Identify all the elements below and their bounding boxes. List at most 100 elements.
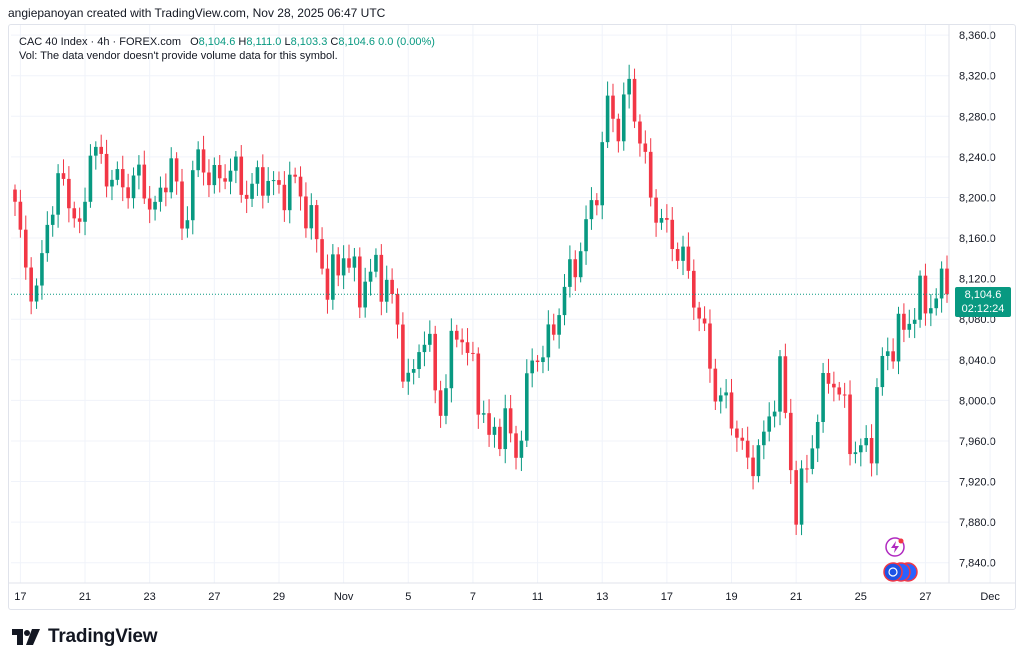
brand-footer[interactable]: TradingView xyxy=(12,626,158,648)
candle-body xyxy=(735,428,739,438)
candle-body xyxy=(648,151,653,198)
chart-credit: angiepanoyan created with TradingView.co… xyxy=(8,6,386,20)
candle-body xyxy=(137,164,141,176)
candle-body xyxy=(293,174,297,177)
candle-body xyxy=(142,164,147,199)
candle-body xyxy=(277,180,281,185)
candle-body xyxy=(891,351,895,362)
candle-body xyxy=(691,270,696,308)
candle-body xyxy=(99,146,103,154)
candle-body xyxy=(395,293,400,325)
x-tick-label: Nov xyxy=(334,591,354,603)
candle-body xyxy=(589,200,594,220)
high-value: 8,111.0 xyxy=(246,36,282,48)
candle-body xyxy=(498,426,502,450)
candle-body xyxy=(708,323,712,369)
low-value: 8,103.3 xyxy=(290,36,328,48)
candle-body xyxy=(541,357,545,363)
candle-body xyxy=(530,360,534,374)
legend-symbol[interactable]: CAC 40 Index · 4h · FOREX.com xyxy=(19,36,181,48)
candle-body xyxy=(428,333,432,345)
candle-body xyxy=(325,268,330,300)
candle-body xyxy=(217,165,222,179)
candle-body xyxy=(600,142,605,206)
candle-body xyxy=(762,431,766,446)
candle-body xyxy=(153,201,157,210)
candle-body xyxy=(848,394,852,455)
candle-body xyxy=(438,390,443,416)
candle-body xyxy=(826,372,831,384)
candle-body xyxy=(104,153,109,187)
y-tick-label: 7,840.0 xyxy=(959,558,996,570)
candle-body xyxy=(234,156,238,171)
candle-body xyxy=(201,149,206,173)
candle-body xyxy=(115,169,120,180)
candle-body xyxy=(670,219,675,250)
candle-body xyxy=(266,180,271,196)
candle-body xyxy=(411,369,416,373)
y-tick-label: 8,000.0 xyxy=(959,395,996,407)
candle-body xyxy=(907,323,912,330)
candle-body xyxy=(180,181,184,229)
candle-body xyxy=(562,286,567,316)
x-tick-label: Dec xyxy=(980,591,1000,603)
candle-body xyxy=(147,198,152,210)
candle-body xyxy=(853,452,858,455)
candle-body xyxy=(271,180,276,182)
y-tick-label: 8,080.0 xyxy=(959,314,996,326)
candle-body xyxy=(535,360,540,363)
candle-body xyxy=(783,356,788,413)
candlestick-chart[interactable]: 8,360.0 8,320.0 8,280.0 8,240.0 8,200.0 8,160… xyxy=(9,25,1016,610)
x-tick-label: 27 xyxy=(919,591,931,603)
chart-frame[interactable]: 8,360.0 8,320.0 8,280.0 8,240.0 8,200.0 8,160… xyxy=(8,24,1016,610)
candle-body xyxy=(686,246,691,271)
x-tick-label: 13 xyxy=(596,591,608,603)
candle-body xyxy=(88,155,93,202)
low-label: L xyxy=(284,36,291,48)
candle-body xyxy=(821,372,825,422)
y-tick-label: 8,120.0 xyxy=(959,274,996,286)
candle-body xyxy=(190,170,195,221)
candle-body xyxy=(255,167,260,184)
avatars-icon[interactable] xyxy=(882,561,918,588)
candle-body xyxy=(379,254,384,302)
candle-body xyxy=(697,307,701,319)
lightning-icon[interactable] xyxy=(885,537,905,562)
candle-body xyxy=(605,95,610,143)
candle-body xyxy=(702,318,707,324)
candle-body xyxy=(627,78,631,95)
x-tick-label: 21 xyxy=(790,591,802,603)
candle-body xyxy=(595,200,599,206)
last-price-value: 8,104.6 xyxy=(964,289,1002,302)
candle-body xyxy=(578,251,583,278)
candle-body xyxy=(584,219,588,252)
x-tick-label: 29 xyxy=(273,591,285,603)
candle-body xyxy=(352,256,357,268)
change-value: 0.0 (0.00%) xyxy=(378,36,435,48)
x-tick-label: 7 xyxy=(470,591,476,603)
candle-body xyxy=(13,189,17,202)
candle-body xyxy=(724,392,728,396)
x-tick-label: 27 xyxy=(208,591,220,603)
candle-body xyxy=(875,387,879,464)
candle-body xyxy=(519,440,524,458)
close-label: C xyxy=(330,36,339,48)
candle-body xyxy=(778,356,782,412)
tradingview-logo-icon xyxy=(12,629,40,645)
x-tick-label: 19 xyxy=(725,591,737,603)
x-tick-label: 21 xyxy=(79,591,91,603)
candle-body xyxy=(729,392,734,429)
y-tick-label: 8,200.0 xyxy=(959,192,996,204)
candle-body xyxy=(713,368,718,402)
y-tick-label: 8,360.0 xyxy=(959,30,996,42)
candle-body xyxy=(788,412,793,471)
candle-body xyxy=(212,165,217,186)
candle-body xyxy=(196,149,200,171)
high-label: H xyxy=(238,36,247,48)
x-tick-label: 11 xyxy=(532,591,543,603)
candle-body xyxy=(45,224,50,254)
candle-body xyxy=(945,268,949,295)
candle-body xyxy=(638,121,642,144)
candle-body xyxy=(799,468,804,525)
candle-body xyxy=(568,259,572,287)
